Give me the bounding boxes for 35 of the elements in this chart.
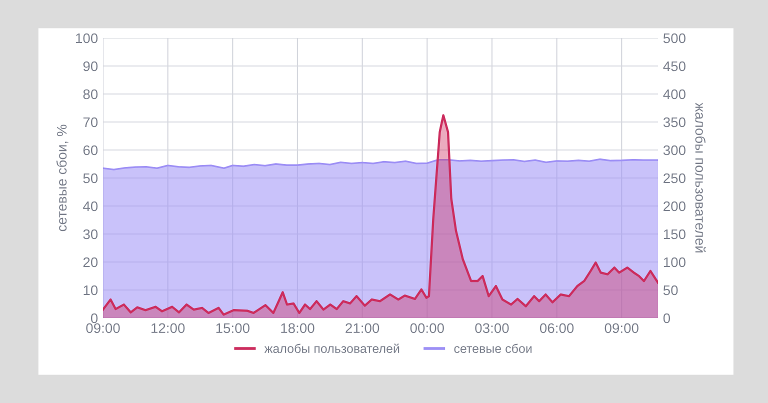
y2-tick-label: 250 — [664, 173, 686, 184]
y2-tick-label: 450 — [663, 61, 686, 72]
y-tick-label: 80 — [83, 89, 98, 100]
y-tick-label: 0 — [90, 313, 98, 324]
x-tick-label: 09:00 — [86, 323, 120, 334]
y-tick-label: 30 — [83, 229, 98, 240]
legend-label: жалобы пользователей — [264, 344, 400, 354]
x-tick-label: 15:00 — [216, 323, 250, 334]
y-tick-label: 70 — [83, 117, 98, 128]
x-tick-label: 06:00 — [540, 323, 574, 334]
y2-tick-label: 200 — [664, 201, 686, 212]
y2-tick-label: 400 — [663, 89, 686, 100]
y-tick-label: 10 — [84, 285, 98, 296]
y-tick-label: 20 — [83, 257, 98, 268]
x-tick-label: 12:00 — [152, 323, 185, 334]
y2-tick-label: 0 — [663, 313, 670, 324]
y2-tick-label: 300 — [663, 145, 686, 156]
y2-tick-label: 150 — [664, 229, 686, 240]
legend-label: сетевые сбои — [454, 344, 532, 354]
y2-axis-title: жалобы пользователей — [695, 102, 706, 252]
y-tick-label: 90 — [83, 61, 98, 72]
y-tick-label: 100 — [76, 33, 98, 44]
x-tick-label: 18:00 — [281, 323, 314, 334]
y2-tick-label: 350 — [663, 117, 686, 128]
y-tick-label: 60 — [83, 145, 98, 156]
x-tick-label: 09:00 — [604, 323, 638, 334]
y-tick-label: 50 — [83, 173, 98, 184]
x-tick-label: 21:00 — [346, 323, 380, 334]
x-tick-label: 03:00 — [475, 323, 509, 334]
y-tick-label: 40 — [83, 201, 98, 212]
x-tick-label: 00:00 — [410, 323, 444, 334]
y-axis-title: сетевые сбои, % — [56, 124, 68, 232]
y2-tick-label: 50 — [663, 285, 678, 296]
y2-tick-label: 100 — [664, 257, 686, 268]
y2-tick-label: 500 — [663, 33, 686, 44]
